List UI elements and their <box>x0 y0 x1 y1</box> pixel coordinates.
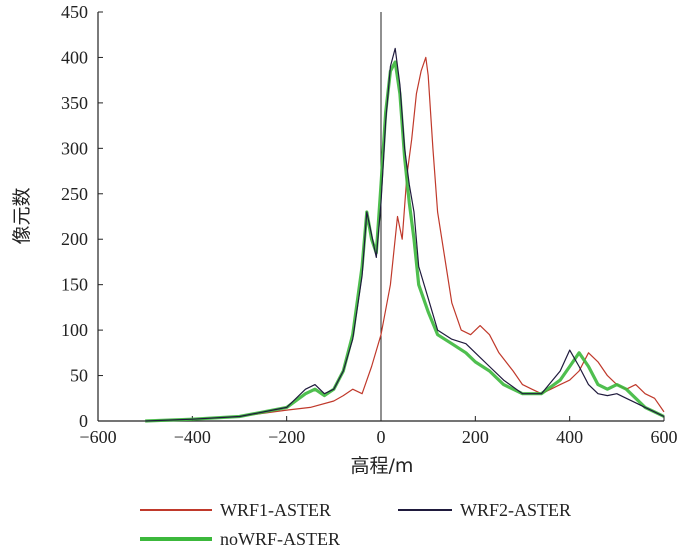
x-tick-label: 600 <box>651 427 678 447</box>
y-tick-label: 150 <box>61 275 88 295</box>
series-line-wrf2-aster <box>145 47 665 422</box>
x-tick-label: −200 <box>268 427 305 447</box>
y-ticks: 0 50 100 150 200 250 300 350 400 450 <box>61 2 103 431</box>
x-tick-label: −400 <box>174 427 211 447</box>
legend: WRF1-ASTER WRF2-ASTER noWRF-ASTER <box>140 500 571 549</box>
y-tick-label: 50 <box>70 366 88 386</box>
y-tick-label: 350 <box>61 93 88 113</box>
y-tick-label: 200 <box>61 229 88 249</box>
y-tick-label: 100 <box>61 320 88 340</box>
x-tick-label: 400 <box>556 427 583 447</box>
x-tick-label: 0 <box>377 427 386 447</box>
x-axis-title: 高程/m <box>351 455 414 477</box>
x-tick-label: −600 <box>79 427 116 447</box>
y-tick-label: 450 <box>61 2 88 22</box>
series-layer <box>145 47 665 423</box>
series-line-wrf1-aster <box>145 56 665 422</box>
y-tick-label: 400 <box>61 47 88 67</box>
x-ticks: −600 −400 −200 0 200 400 600 <box>79 416 678 447</box>
x-tick-label: 200 <box>462 427 489 447</box>
axes <box>97 12 664 422</box>
legend-label-wrf2: WRF2-ASTER <box>460 500 571 520</box>
y-axis-title: 像元数 <box>11 187 33 244</box>
legend-label-wrf1: WRF1-ASTER <box>220 500 331 520</box>
legend-label-nowrf: noWRF-ASTER <box>220 529 340 549</box>
y-tick-label: 0 <box>79 411 88 431</box>
series-line-nowrf-aster <box>145 60 665 423</box>
y-tick-label: 300 <box>61 138 88 158</box>
y-tick-label: 250 <box>61 184 88 204</box>
